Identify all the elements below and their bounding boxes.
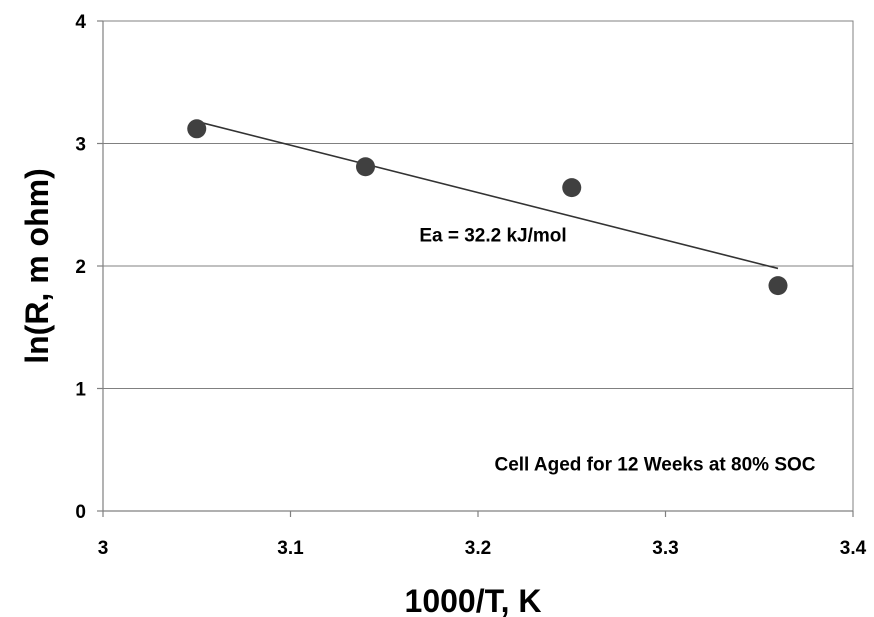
y-tick-label: 1 <box>75 380 86 401</box>
annotation-text: Ea = 32.2 kJ/mol <box>419 226 566 247</box>
fit-line <box>196 120 779 270</box>
x-axis-title: 1000/T, K <box>405 583 542 617</box>
x-tick-label: 3.4 <box>840 538 867 559</box>
tick-labels: 0 1 2 3 4 3 3.1 3.2 3.3 3.4 <box>75 12 866 559</box>
y-axis-title: ln(R, m ohm) <box>19 168 55 364</box>
data-point <box>768 276 788 296</box>
data-point <box>356 157 375 177</box>
annotation-text: Cell Aged for 12 Weeks at 80% SOC <box>494 455 815 476</box>
grid-lines <box>103 20 853 512</box>
y-tick-label: 2 <box>75 257 86 278</box>
y-tick-label: 3 <box>75 135 86 156</box>
x-tick-label: 3.1 <box>277 538 304 559</box>
data-point <box>562 178 582 198</box>
annotations: Ea = 32.2 kJ/mol Cell Aged for 12 Weeks a… <box>419 226 815 476</box>
data-points <box>187 119 788 296</box>
data-point <box>187 119 207 139</box>
x-tick-label: 3.2 <box>465 538 491 559</box>
x-tick-label: 3 <box>98 538 109 559</box>
y-tick-label: 0 <box>75 502 86 523</box>
y-tick-label: 4 <box>75 12 86 33</box>
x-tick-label: 3.3 <box>652 538 678 559</box>
